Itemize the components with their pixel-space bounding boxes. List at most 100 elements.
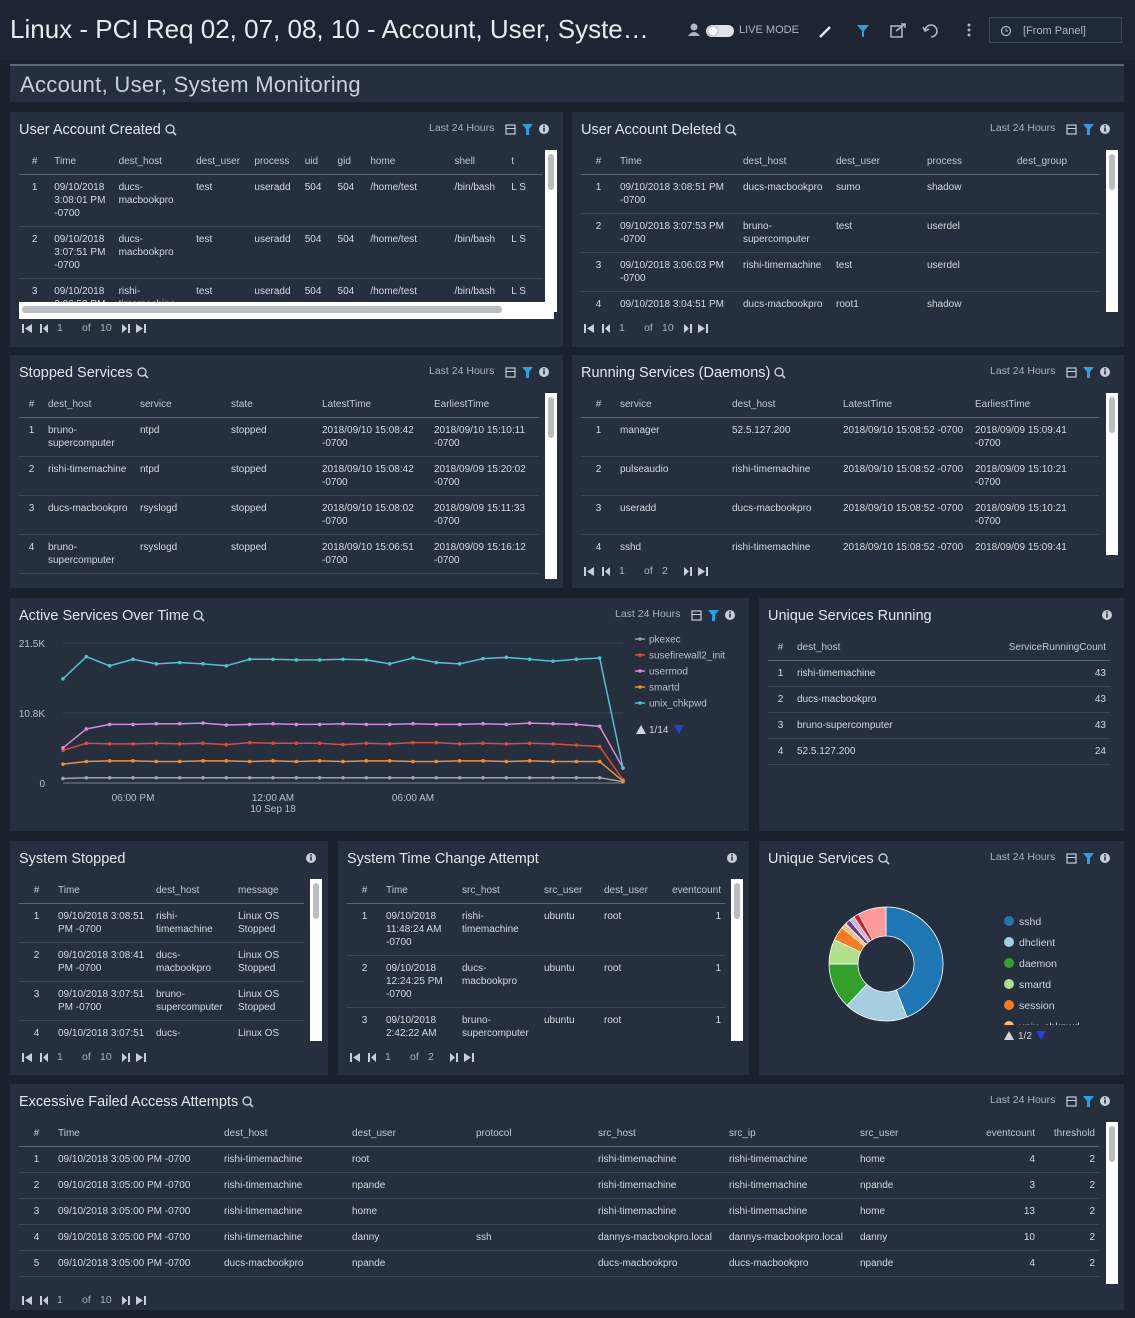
first-page[interactable] <box>22 324 32 333</box>
column-header[interactable]: dest_user <box>192 150 251 175</box>
filter-icon[interactable] <box>857 25 869 37</box>
table-icon[interactable] <box>691 610 702 621</box>
info-icon[interactable] <box>539 124 549 134</box>
more-icon[interactable] <box>967 23 971 37</box>
column-header[interactable]: LatestTime <box>318 393 430 418</box>
filter-icon[interactable] <box>522 124 533 135</box>
last-page[interactable] <box>136 1053 146 1062</box>
info-icon[interactable] <box>539 367 549 377</box>
next-page[interactable] <box>450 1053 458 1062</box>
info-icon[interactable] <box>1100 853 1110 863</box>
legend-next[interactable] <box>1036 1031 1046 1040</box>
scrollbar-thumb[interactable] <box>1109 154 1115 190</box>
next-page[interactable] <box>684 567 692 576</box>
table-icon[interactable] <box>1066 853 1077 864</box>
last-page[interactable] <box>464 1053 474 1062</box>
prev-page[interactable] <box>40 1053 48 1062</box>
column-header[interactable]: dest_host <box>793 636 993 661</box>
filter-icon[interactable] <box>1083 1096 1094 1107</box>
column-header[interactable]: Time <box>382 879 458 904</box>
search-icon[interactable] <box>774 367 786 379</box>
scrollbar-thumb[interactable] <box>734 883 740 919</box>
column-header[interactable]: home <box>366 150 451 175</box>
column-header[interactable]: process <box>250 150 301 175</box>
prev-page[interactable] <box>40 1296 48 1305</box>
column-header[interactable]: shell <box>450 150 508 175</box>
prev-page[interactable] <box>602 324 610 333</box>
last-page[interactable] <box>698 567 708 576</box>
legend-prev[interactable] <box>636 725 646 734</box>
column-header[interactable]: gid <box>333 150 367 175</box>
column-header[interactable]: dest_user <box>600 879 665 904</box>
first-page[interactable] <box>350 1053 360 1062</box>
next-page[interactable] <box>122 324 130 333</box>
column-header[interactable]: # <box>19 1122 54 1147</box>
column-header[interactable]: Time <box>54 879 152 904</box>
column-header[interactable]: message <box>234 879 304 904</box>
column-header[interactable]: src_host <box>458 879 540 904</box>
info-icon[interactable] <box>1100 124 1110 134</box>
column-header[interactable]: ServiceRunningCount <box>993 636 1110 661</box>
live-toggle[interactable] <box>706 25 734 37</box>
column-header[interactable]: Time <box>50 150 115 175</box>
column-header[interactable]: dest_user <box>832 150 923 175</box>
table-icon[interactable] <box>1066 124 1077 135</box>
legend-prev[interactable] <box>1004 1031 1014 1040</box>
column-header[interactable]: dest_host <box>114 150 193 175</box>
column-header[interactable]: LatestTime <box>839 393 971 418</box>
column-header[interactable]: # <box>347 879 382 904</box>
column-header[interactable]: Time <box>54 1122 220 1147</box>
scrollbar-thumb[interactable] <box>1109 397 1115 433</box>
column-header[interactable]: src_user <box>540 879 600 904</box>
first-page[interactable] <box>584 324 594 333</box>
search-icon[interactable] <box>136 367 149 379</box>
info-icon[interactable] <box>1100 367 1110 377</box>
column-header[interactable]: Time <box>616 150 739 175</box>
filter-icon[interactable] <box>1083 124 1094 135</box>
first-page[interactable] <box>22 1296 32 1305</box>
next-page[interactable] <box>122 1053 130 1062</box>
column-header[interactable]: state <box>227 393 318 418</box>
column-header[interactable]: t <box>507 150 542 175</box>
last-page[interactable] <box>136 324 146 333</box>
search-icon[interactable] <box>193 610 205 622</box>
filter-icon[interactable] <box>1083 853 1094 864</box>
column-header[interactable]: dest_host <box>44 393 136 418</box>
legend-next[interactable] <box>674 725 684 734</box>
scrollbar-thumb[interactable] <box>548 397 554 438</box>
search-icon[interactable] <box>725 124 737 136</box>
refresh-icon[interactable] <box>922 24 938 38</box>
column-header[interactable]: process <box>923 150 1013 175</box>
column-header[interactable]: EarliestTime <box>971 393 1099 418</box>
time-picker[interactable]: [From Panel] <box>989 17 1122 43</box>
info-icon[interactable] <box>1102 610 1112 620</box>
column-header[interactable]: protocol <box>472 1122 594 1147</box>
filter-icon[interactable] <box>1083 367 1094 378</box>
table-icon[interactable] <box>505 367 516 378</box>
info-icon[interactable] <box>725 610 735 620</box>
filter-icon[interactable] <box>708 610 719 621</box>
column-header[interactable]: eventcount <box>939 1122 1039 1147</box>
column-header[interactable]: # <box>19 150 51 175</box>
column-header[interactable]: # <box>19 879 54 904</box>
column-header[interactable]: # <box>581 150 616 175</box>
column-header[interactable]: service <box>136 393 227 418</box>
table-icon[interactable] <box>1066 1096 1077 1107</box>
table-icon[interactable] <box>505 124 516 135</box>
column-header[interactable]: dest_user <box>348 1122 472 1147</box>
next-page[interactable] <box>122 1296 130 1305</box>
column-header[interactable]: service <box>616 393 728 418</box>
column-header[interactable]: dest_group <box>1013 150 1099 175</box>
column-header[interactable]: uid <box>300 150 334 175</box>
filter-icon[interactable] <box>522 367 533 378</box>
share-icon[interactable] <box>890 23 906 38</box>
column-header[interactable]: threshold <box>1039 1122 1099 1147</box>
last-page[interactable] <box>136 1296 146 1305</box>
prev-page[interactable] <box>368 1053 376 1062</box>
column-header[interactable]: dest_host <box>220 1122 348 1147</box>
column-header[interactable]: dest_host <box>728 393 839 418</box>
prev-page[interactable] <box>602 567 610 576</box>
edit-icon[interactable] <box>819 26 831 38</box>
next-page[interactable] <box>684 324 692 333</box>
table-icon[interactable] <box>1066 367 1077 378</box>
